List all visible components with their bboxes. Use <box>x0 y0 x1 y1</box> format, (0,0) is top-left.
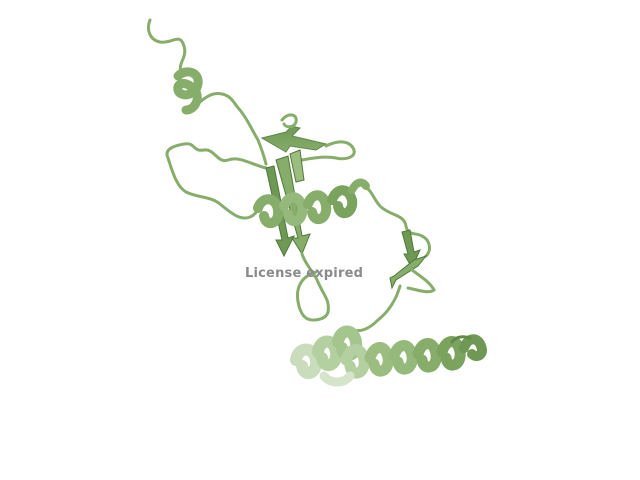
coil-right <box>362 184 431 258</box>
helix-central <box>253 178 370 229</box>
sheet-right-lower <box>389 254 428 290</box>
coil-right-lower <box>406 268 436 294</box>
coil-hairpin-tip <box>280 113 298 129</box>
sheet-strand-right <box>289 149 305 183</box>
sheet-upper-hairpin <box>260 125 328 153</box>
helix-top-small <box>173 67 203 115</box>
license-watermark: License expired <box>245 266 364 281</box>
sheet-strand-middle <box>275 155 311 256</box>
coil-to-long-helix <box>350 284 402 333</box>
coil-hairpin-right <box>300 140 356 162</box>
coil-center-down <box>296 252 330 322</box>
helix-c-terminal <box>290 325 488 387</box>
coil-left-loop <box>165 142 268 220</box>
coil-top <box>196 92 268 166</box>
coil-n-terminal <box>146 18 187 76</box>
